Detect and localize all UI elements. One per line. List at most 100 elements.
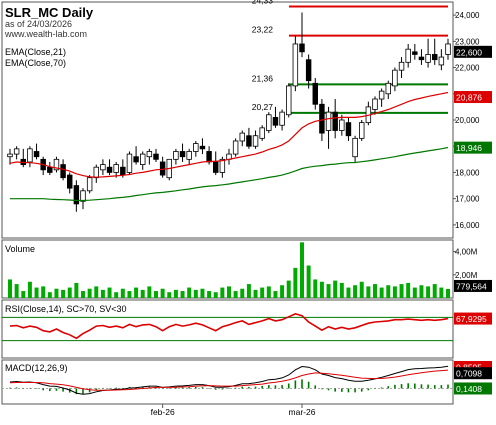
macd-histogram-bar <box>102 388 104 389</box>
candle-body <box>133 156 139 163</box>
volume-bar <box>333 280 338 298</box>
candle-body <box>272 116 279 126</box>
candle-body <box>279 111 285 126</box>
candle-body <box>438 56 445 66</box>
macd-histogram-bar <box>228 388 230 389</box>
macd-histogram-bar <box>175 387 177 389</box>
x-tick-label: feb-26 <box>151 407 175 417</box>
volume-bar <box>353 285 358 298</box>
volume-bar <box>346 287 351 298</box>
macd-histogram-bar <box>347 388 350 393</box>
volume-bar <box>266 286 271 298</box>
candle-body <box>113 164 119 173</box>
price-ytick-label: 24,000 <box>455 11 480 20</box>
candle-body <box>385 82 391 95</box>
volume-bar <box>200 288 205 298</box>
candle-body <box>126 153 133 173</box>
volume-ytick-label: 4,00M <box>455 248 478 257</box>
macd-histogram-bar <box>208 388 210 389</box>
volume-bar <box>120 288 125 298</box>
ema70-line <box>10 146 449 202</box>
volume-bar <box>319 281 324 298</box>
candle-body <box>93 166 99 179</box>
volume-bar <box>386 285 391 298</box>
volume-bar <box>74 282 79 298</box>
price-ytick-label: 20,000 <box>455 116 480 125</box>
volume-bar <box>227 286 231 298</box>
candle-body <box>153 153 159 160</box>
candle-body <box>27 148 33 163</box>
volume-bar <box>154 291 158 298</box>
candle-body <box>412 51 418 55</box>
volume-last-label: 779,564 <box>456 281 487 291</box>
macd-histogram-bar <box>281 385 283 389</box>
macd-histogram-bar <box>88 388 91 393</box>
volume-bar <box>432 284 437 298</box>
volume-bar <box>286 280 291 298</box>
volume-bar <box>240 288 245 298</box>
candle-body <box>319 103 325 134</box>
candle-body <box>292 43 299 87</box>
macd-histogram-bar <box>22 388 25 389</box>
candle-body <box>206 151 212 163</box>
volume-bar <box>14 284 19 298</box>
volume-ytick-label: 2,00M <box>455 271 478 280</box>
volume-bar <box>280 285 285 298</box>
volume-bar <box>54 288 59 298</box>
candle-body <box>345 122 352 137</box>
candle-body <box>305 59 312 82</box>
macd-legend: MACD(12,26,9) <box>5 363 68 373</box>
macd-histogram-bar <box>181 387 184 389</box>
volume-bar <box>207 291 212 298</box>
volume-bar <box>147 286 152 298</box>
macd-histogram-bar <box>234 387 237 389</box>
candle-body <box>425 54 431 63</box>
candle-body <box>352 137 358 158</box>
macd-signal-badge <box>454 367 492 380</box>
candle-body <box>179 151 186 158</box>
macd-histogram-bar <box>321 388 323 390</box>
candle-body <box>445 43 451 55</box>
candle-body <box>232 140 239 155</box>
volume-bar <box>339 282 344 298</box>
candle-body <box>359 122 365 139</box>
candle-body <box>120 166 126 176</box>
volume-bar <box>114 292 119 298</box>
level-label: 20,27 <box>252 102 274 112</box>
candle-body <box>405 48 411 63</box>
candle-body <box>325 111 332 131</box>
macd-histogram-bar <box>274 385 277 389</box>
volume-bar <box>273 291 278 298</box>
candle-body <box>199 145 206 150</box>
volume-bar <box>412 287 417 298</box>
candle-body <box>193 143 199 152</box>
volume-bar <box>87 288 92 298</box>
volume-bar <box>253 289 258 298</box>
volume-bar <box>213 292 218 298</box>
volume-bar <box>187 287 192 298</box>
macd-histogram-bar <box>301 379 303 389</box>
volume-bar <box>233 291 238 298</box>
macd-histogram-bar <box>82 388 84 394</box>
volume-bar <box>160 288 165 298</box>
price-ytick-label: 18,000 <box>455 168 480 177</box>
volume-bar <box>419 285 424 298</box>
macd-histogram-bar <box>400 384 403 389</box>
macd-hist-label: 0,1408 <box>456 384 482 394</box>
macd-histogram-bar <box>62 388 64 392</box>
candle-body <box>106 166 113 173</box>
candle-body <box>266 114 272 131</box>
volume-bar <box>41 286 46 298</box>
volume-bar <box>306 265 311 298</box>
macd-histogram-bar <box>95 388 98 391</box>
volume-bar <box>446 288 450 298</box>
candle-body <box>86 177 93 192</box>
volume-bar <box>67 287 72 298</box>
candle-body <box>47 166 53 173</box>
candle-body <box>312 82 318 105</box>
volume-bar <box>127 291 132 298</box>
candle-body <box>146 151 153 158</box>
candle-body <box>33 151 40 158</box>
candle-body <box>7 153 13 158</box>
